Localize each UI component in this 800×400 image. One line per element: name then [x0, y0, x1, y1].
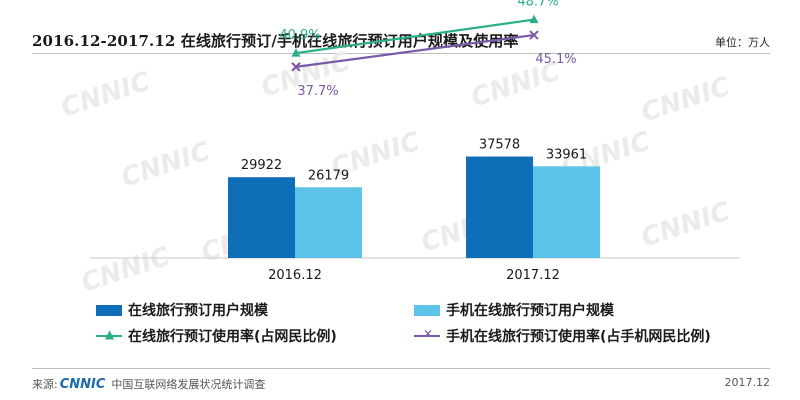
- source-label: 来源:: [32, 378, 58, 391]
- chart-plot: 29922 37578 26179 33961 2016.12 2017.12 40.9% 4…: [90, 0, 740, 283]
- source-text: 中国互联网络发展状况统计调查: [111, 378, 266, 391]
- triangle-marker-icon: ▲: [105, 327, 115, 341]
- legend-item-online-users: 在线旅行预订用户规模: [96, 300, 268, 320]
- rate-value-label: 45.1%: [535, 52, 576, 67]
- rate-value-label: 48.7%: [517, 0, 558, 10]
- legend-label-mobile-users: 手机在线旅行预订用户规模: [446, 303, 614, 319]
- bar-value-label: 37578: [479, 138, 520, 153]
- legend-swatch-online-rate: ▲: [96, 327, 122, 343]
- legend-swatch-online-users: [96, 304, 122, 316]
- legend-label-online-users: 在线旅行预订用户规模: [128, 303, 268, 319]
- footer-source: 来源: CNNIC 中国互联网络发展状况统计调查: [32, 376, 265, 392]
- rate-line: [295, 33, 535, 68]
- legend-swatch-mobile-rate: ✕: [414, 327, 440, 343]
- bar-value-label: 29922: [241, 158, 282, 173]
- triangle-marker: [291, 48, 301, 57]
- legend-label-mobile-rate: 手机在线旅行预订使用率(占手机网民比例): [446, 329, 711, 345]
- x-marker: [291, 62, 301, 72]
- x-marker: [529, 30, 539, 40]
- x-tick-label: 2016.12: [268, 268, 322, 283]
- legend-item-mobile-users: 手机在线旅行预订用户规模: [414, 300, 614, 320]
- legend-item-online-rate: ▲ 在线旅行预订使用率(占网民比例): [96, 326, 337, 346]
- cnnic-logo: CNNIC: [59, 376, 106, 392]
- legend-item-mobile-rate: ✕ 手机在线旅行预订使用率(占手机网民比例): [414, 326, 711, 346]
- rate-line: [295, 18, 535, 55]
- x-tick-label: 2017.12: [506, 268, 560, 283]
- x-marker-icon: ✕: [423, 327, 434, 341]
- triangle-marker: [529, 14, 539, 24]
- bar: [466, 156, 533, 258]
- bar: [228, 177, 295, 258]
- rate-value-label: 37.7%: [297, 84, 338, 99]
- bar: [533, 166, 600, 258]
- footer-divider: [32, 368, 770, 369]
- footer-date: 2017.12: [724, 376, 771, 389]
- unit-label: 单位：万人: [715, 36, 770, 49]
- rate-value-label: 40.9%: [279, 28, 320, 43]
- bar-value-label: 26179: [308, 168, 349, 183]
- bar: [295, 187, 362, 258]
- chart-title: 2016.12-2017.12 在线旅行预订/手机在线旅行预订用户规模及使用率: [32, 32, 519, 50]
- bar-value-label: 33961: [546, 147, 587, 162]
- legend-swatch-mobile-users: [414, 304, 440, 316]
- legend-label-online-rate: 在线旅行预订使用率(占网民比例): [128, 329, 337, 345]
